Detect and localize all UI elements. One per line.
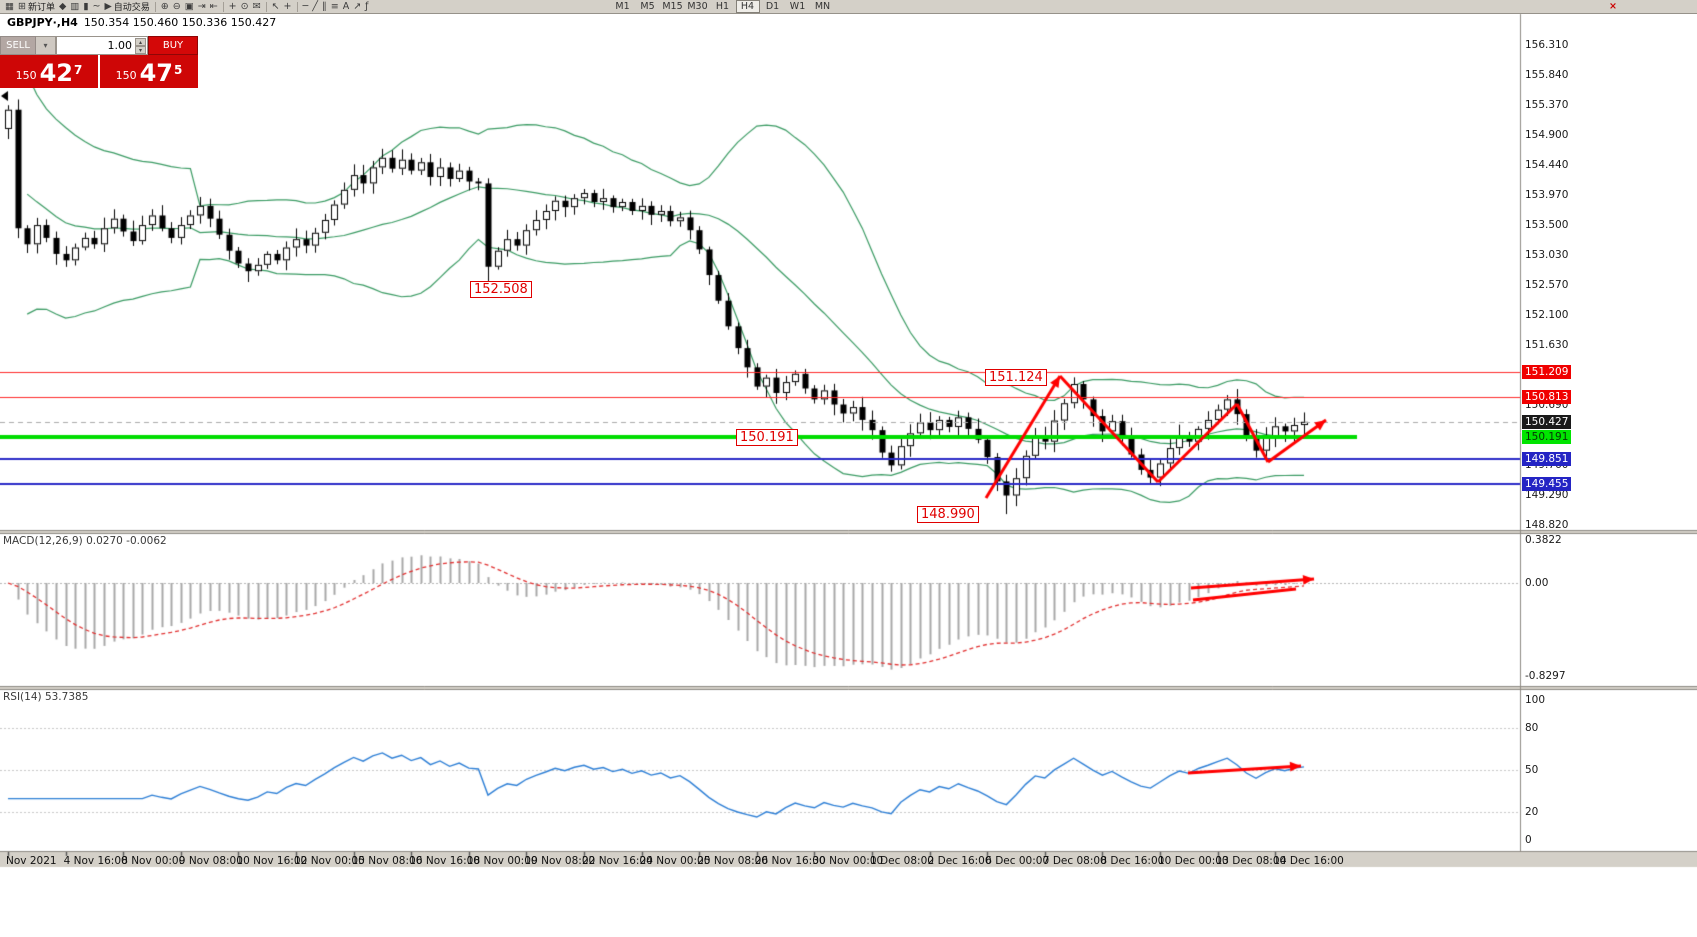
zoom-out-icon[interactable]: ⊖ xyxy=(171,0,183,13)
new-chart-icon: + xyxy=(228,0,237,12)
trade-options-caret-icon[interactable]: ▾ xyxy=(36,36,56,55)
main-toolbar: ▦ ⊞ 新订单 ◆ ▥ ▮ ~ ▶ 自动交易 ⊕ ⊖ ▣ ⇥ ⇤ + ⊙ ✉ ↖ + ─ ╱ ∥ ≡ A ↗ ƒ M1 M5 M15 M3… xyxy=(0,0,1697,14)
volume-down-icon[interactable]: ▾ xyxy=(135,45,146,54)
chart-window-icon: ▦ xyxy=(5,0,14,12)
text-label-icon[interactable]: A xyxy=(341,0,352,13)
price-annotation[interactable]: 151.124 xyxy=(985,369,1047,387)
chart-candles-icon: ▮ xyxy=(83,0,89,12)
ask-pip-digit: 5 xyxy=(174,63,183,77)
autotrading-button[interactable]: ▶ 自动交易 xyxy=(102,0,151,13)
symbol-ohlc-header: GBPJPY·,H4 150.354 150.460 150.336 150.42… xyxy=(7,16,276,29)
timeframe-m5-button[interactable]: M5 xyxy=(640,1,655,12)
horizontal-line-icon: ─ xyxy=(302,0,309,12)
bid-big-digits: 42 xyxy=(39,59,74,87)
timeframe-m1-button[interactable]: M1 xyxy=(615,1,630,12)
timeframe-h4-button[interactable]: H4 xyxy=(735,0,760,13)
equidistant-channel-icon: ∥ xyxy=(321,0,327,12)
zoom-in-icon: ⊕ xyxy=(160,0,169,12)
chart-line-icon: ~ xyxy=(92,0,101,12)
timeframe-toolbar: M1 M5 M15 M30 H1 H4 D1 W1 MN xyxy=(611,0,835,13)
mail-icon[interactable]: ✉ xyxy=(251,0,263,13)
tile-windows-icon[interactable]: ▣ xyxy=(183,0,196,13)
crosshair-icon: + xyxy=(283,0,292,12)
price-annotation[interactable]: 148.990 xyxy=(917,506,979,524)
buy-price-tile[interactable]: 150 47 5 xyxy=(100,55,198,88)
ohlc-values: 150.354 150.460 150.336 150.427 xyxy=(83,16,277,29)
ask-prefix: 150 xyxy=(115,69,137,82)
horizontal-line-icon[interactable]: ─ xyxy=(301,0,311,13)
timeframe-mn-button[interactable]: MN xyxy=(814,1,831,12)
volume-up-icon[interactable]: ▴ xyxy=(135,37,146,46)
cursor-icon[interactable]: ↖ xyxy=(270,0,282,13)
auto-scroll-icon: ⇥ xyxy=(197,0,206,12)
mail-icon: ✉ xyxy=(252,0,261,12)
tile-windows-icon: ▣ xyxy=(184,0,194,12)
new-chart-icon[interactable]: + xyxy=(227,0,239,13)
toolbar-separator xyxy=(296,1,298,12)
chart-bars-icon: ▥ xyxy=(70,0,80,12)
toolbar-separator xyxy=(265,1,267,12)
expert-advisors-icon[interactable]: ◆ xyxy=(57,0,68,13)
toolbar-separator xyxy=(222,1,224,12)
volume-spinner: ▴ ▾ xyxy=(135,37,146,54)
volume-value[interactable]: 1.00 xyxy=(107,39,133,52)
equidistant-channel-icon[interactable]: ∥ xyxy=(320,0,329,13)
arrow-objects-icon: ↗ xyxy=(353,0,362,12)
indicators-icon[interactable]: ƒ xyxy=(363,0,370,13)
price-annotation[interactable]: 152.508 xyxy=(470,280,532,298)
new-order-button[interactable]: ⊞ 新订单 xyxy=(16,0,57,13)
trade-panel-top-row: SELL ▾ 1.00 ▴ ▾ BUY xyxy=(0,36,198,55)
bid-prefix: 150 xyxy=(15,69,37,82)
timeframe-m30-button[interactable]: M30 xyxy=(687,1,708,12)
symbol-timeframe-label: GBPJPY·,H4 xyxy=(7,16,78,29)
new-order-button: ⊞ xyxy=(17,0,26,12)
toolbar-separator xyxy=(154,1,156,12)
profiles-icon[interactable]: ⊙ xyxy=(239,0,251,13)
zoom-out-icon: ⊖ xyxy=(172,0,181,12)
sell-price-tile[interactable]: 150 42 7 xyxy=(0,55,98,88)
news-icon[interactable]: × xyxy=(1607,0,1619,13)
indicators-icon: ƒ xyxy=(365,0,369,12)
buy-button[interactable]: BUY xyxy=(148,36,198,55)
chart-shift-icon[interactable]: ⇤ xyxy=(208,0,220,13)
new-order-button-label: 新订单 xyxy=(27,3,55,13)
bid-pip-digit: 7 xyxy=(74,63,83,77)
trendline-icon[interactable]: ╱ xyxy=(310,0,320,13)
autotrading-button: ▶ xyxy=(104,0,112,12)
cursor-icon: ↖ xyxy=(271,0,280,12)
timeframe-h1-button[interactable]: H1 xyxy=(715,1,730,12)
macd-indicator-label[interactable]: MACD(12,26,9) 0.0270 -0.0062 xyxy=(3,535,167,547)
price-annotation[interactable]: 150.191 xyxy=(736,429,798,447)
chart-window-icon[interactable]: ▦ xyxy=(3,0,16,13)
fibonacci-retracement-icon[interactable]: ≡ xyxy=(329,0,341,13)
news-icon: × xyxy=(1609,0,1617,12)
expert-advisors-icon: ◆ xyxy=(58,0,67,12)
timeframe-m15-button[interactable]: M15 xyxy=(662,1,683,12)
profiles-icon: ⊙ xyxy=(240,0,249,12)
timeframe-d1-button[interactable]: D1 xyxy=(765,1,780,12)
volume-input[interactable]: 1.00 ▴ ▾ xyxy=(56,36,148,55)
auto-scroll-icon[interactable]: ⇥ xyxy=(196,0,208,13)
sell-button[interactable]: SELL xyxy=(0,36,36,55)
autotrading-button-label: 自动交易 xyxy=(113,3,150,13)
trade-panel-price-row: 150 42 7 150 47 5 xyxy=(0,55,198,88)
crosshair-icon[interactable]: + xyxy=(282,0,294,13)
one-click-trade-panel: SELL ▾ 1.00 ▴ ▾ BUY 150 42 7 150 47 5 xyxy=(0,36,198,88)
timeframe-w1-button[interactable]: W1 xyxy=(789,1,806,12)
fibonacci-retracement-icon: ≡ xyxy=(330,0,339,12)
zoom-in-icon[interactable]: ⊕ xyxy=(159,0,171,13)
chart-shift-icon: ⇤ xyxy=(209,0,218,12)
rsi-indicator-label[interactable]: RSI(14) 53.7385 xyxy=(3,691,89,703)
chart-line-icon[interactable]: ~ xyxy=(91,0,103,13)
arrow-objects-icon[interactable]: ↗ xyxy=(351,0,363,13)
chart-candles-icon[interactable]: ▮ xyxy=(81,0,90,13)
ask-big-digits: 47 xyxy=(139,59,174,87)
chart-bars-icon[interactable]: ▥ xyxy=(68,0,81,13)
trendline-icon: ╱ xyxy=(312,0,318,12)
text-label-icon: A xyxy=(342,0,350,12)
